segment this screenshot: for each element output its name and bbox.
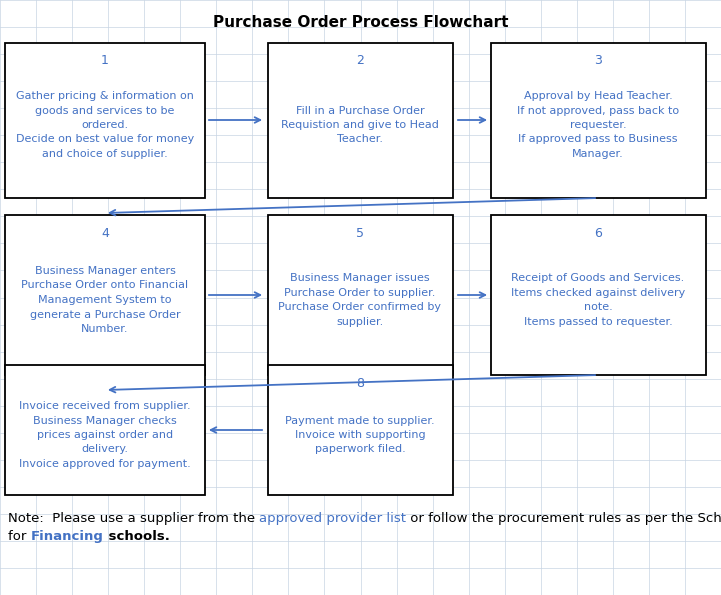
- Text: Management System to: Management System to: [38, 295, 172, 305]
- Bar: [267, 42, 453, 198]
- Text: Approval by Head Teacher.: Approval by Head Teacher.: [523, 91, 673, 101]
- Bar: [267, 365, 453, 495]
- Text: Invoice received from supplier.: Invoice received from supplier.: [19, 401, 191, 411]
- Text: Items checked against delivery: Items checked against delivery: [511, 288, 685, 298]
- Text: Teacher.: Teacher.: [337, 134, 383, 145]
- Bar: [5, 42, 205, 198]
- Text: Requistion and give to Head: Requistion and give to Head: [281, 120, 439, 130]
- Text: 8: 8: [356, 377, 364, 390]
- Text: requester.: requester.: [570, 120, 627, 130]
- Text: 3: 3: [594, 55, 602, 67]
- Text: Payment made to supplier.: Payment made to supplier.: [286, 415, 435, 425]
- Text: Gather pricing & information on: Gather pricing & information on: [16, 91, 194, 101]
- Text: delivery.: delivery.: [81, 444, 128, 455]
- Text: Purchase Order to supplier.: Purchase Order to supplier.: [284, 288, 435, 298]
- Text: If not approved, pass back to: If not approved, pass back to: [517, 105, 679, 115]
- Text: prices against order and: prices against order and: [37, 430, 173, 440]
- Bar: [267, 215, 453, 375]
- Text: for: for: [8, 530, 30, 543]
- Bar: [5, 215, 205, 375]
- Text: Decide on best value for money: Decide on best value for money: [16, 134, 194, 145]
- Text: Items passed to requester.: Items passed to requester.: [523, 317, 673, 327]
- Text: schools.: schools.: [104, 530, 169, 543]
- Bar: [5, 365, 205, 495]
- Text: Number.: Number.: [81, 324, 129, 334]
- Text: approved provider list: approved provider list: [260, 512, 407, 525]
- Bar: [490, 215, 706, 375]
- Text: If approved pass to Business: If approved pass to Business: [518, 134, 678, 145]
- Text: Fill in a Purchase Order: Fill in a Purchase Order: [296, 105, 425, 115]
- Text: 4: 4: [101, 227, 109, 240]
- Text: 1: 1: [101, 55, 109, 67]
- Text: Manager.: Manager.: [572, 149, 624, 159]
- Text: paperwork filed.: paperwork filed.: [314, 444, 405, 455]
- Text: Financing: Financing: [30, 530, 104, 543]
- Text: generate a Purchase Order: generate a Purchase Order: [30, 309, 180, 320]
- Text: Receipt of Goods and Services.: Receipt of Goods and Services.: [511, 273, 685, 283]
- Text: 2: 2: [356, 55, 364, 67]
- Text: Purchase Order confirmed by: Purchase Order confirmed by: [278, 302, 441, 312]
- Text: Invoice with supporting: Invoice with supporting: [295, 430, 425, 440]
- Text: supplier.: supplier.: [337, 317, 384, 327]
- Text: Purchase Order Process Flowchart: Purchase Order Process Flowchart: [213, 15, 508, 30]
- Text: Purchase Order onto Financial: Purchase Order onto Financial: [22, 280, 189, 290]
- Text: 6: 6: [594, 227, 602, 240]
- Text: Note:  Please use a supplier from the: Note: Please use a supplier from the: [8, 512, 260, 525]
- Text: note.: note.: [583, 302, 612, 312]
- Text: Business Manager checks: Business Manager checks: [33, 415, 177, 425]
- Bar: [490, 42, 706, 198]
- Text: ordered.: ordered.: [81, 120, 128, 130]
- Text: Invoice approved for payment.: Invoice approved for payment.: [19, 459, 191, 469]
- Text: goods and services to be: goods and services to be: [35, 105, 174, 115]
- Text: Business Manager enters: Business Manager enters: [35, 266, 175, 276]
- Text: or follow the procurement rules as per the Scheme: or follow the procurement rules as per t…: [407, 512, 721, 525]
- Text: 5: 5: [356, 227, 364, 240]
- Text: and choice of supplier.: and choice of supplier.: [42, 149, 168, 159]
- Text: Business Manager issues: Business Manager issues: [290, 273, 430, 283]
